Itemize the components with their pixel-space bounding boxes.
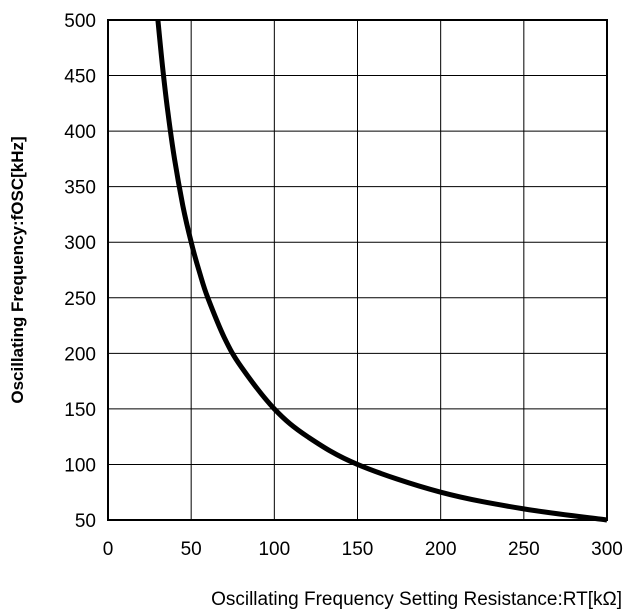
plot-area-frame bbox=[107, 19, 608, 521]
y-tick-label: 400 bbox=[64, 122, 96, 143]
x-tick-label: 50 bbox=[181, 539, 202, 560]
x-axis-label: Oscillating Frequency Setting Resistance… bbox=[211, 589, 622, 610]
frequency-curve bbox=[155, 19, 608, 523]
y-tick-label: 450 bbox=[64, 67, 96, 88]
x-tick-label: 250 bbox=[508, 539, 540, 560]
y-tick-label: 350 bbox=[64, 178, 96, 199]
x-tick-label: 100 bbox=[258, 539, 290, 560]
y-tick-label: 50 bbox=[75, 511, 96, 532]
y-tick-label: 250 bbox=[64, 289, 96, 310]
x-tick-label: 0 bbox=[103, 539, 114, 560]
y-axis-label: Oscillating Frequency:fOSC[kHz] bbox=[8, 136, 27, 403]
x-tick-labels: 0 50 100 150 200 250 300 bbox=[103, 539, 623, 560]
x-tick-label: 300 bbox=[591, 539, 623, 560]
y-tick-label: 200 bbox=[64, 344, 96, 365]
y-tick-labels: 50 100 150 200 250 300 350 400 450 500 bbox=[64, 11, 96, 532]
x-tick-label: 200 bbox=[425, 539, 457, 560]
x-tick-label: 150 bbox=[342, 539, 374, 560]
y-tick-label: 100 bbox=[64, 455, 96, 476]
y-tick-label: 500 bbox=[64, 11, 96, 32]
y-tick-label: 150 bbox=[64, 400, 96, 421]
y-tick-label: 300 bbox=[64, 233, 96, 254]
grid-lines bbox=[108, 20, 607, 520]
